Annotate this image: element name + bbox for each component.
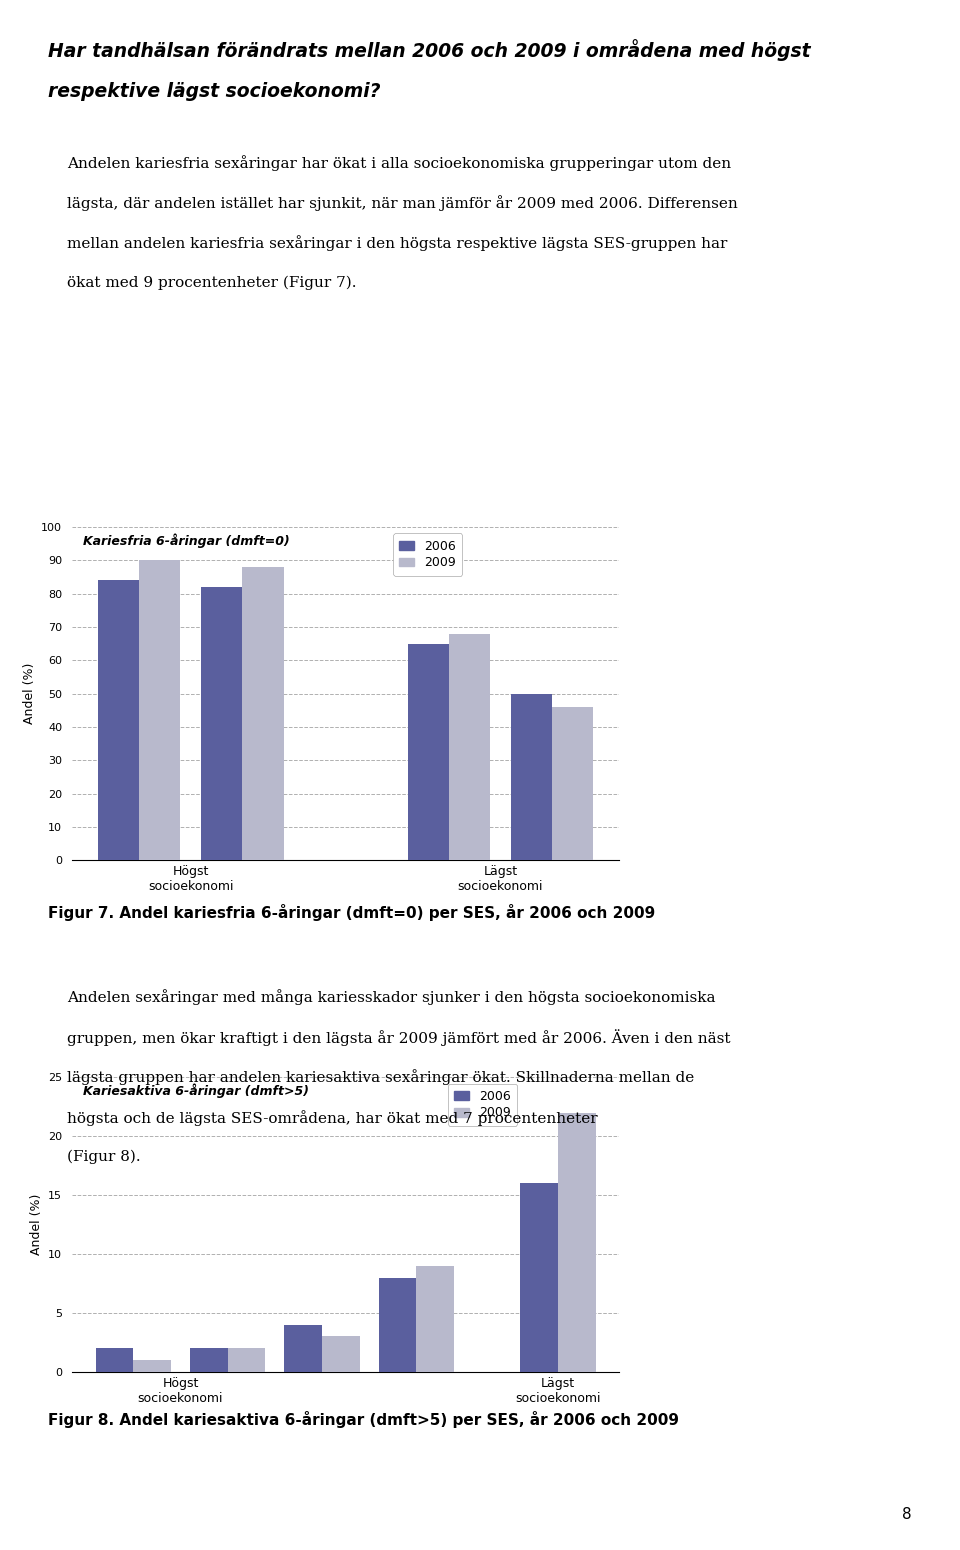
Bar — [242, 567, 283, 860]
Text: Andelen sexåringar med många kariesskador sjunker i den högsta socioekonomiska: Andelen sexåringar med många kariesskado… — [67, 989, 716, 1004]
Text: högsta och de lägsta SES-områdena, har ökat med 7 procentenheter: högsta och de lägsta SES-områdena, har ö… — [67, 1110, 598, 1125]
Bar — [408, 643, 449, 860]
Bar — [449, 634, 491, 860]
Y-axis label: Andel (%): Andel (%) — [30, 1194, 42, 1256]
Text: gruppen, men ökar kraftigt i den lägsta år 2009 jämfört med år 2006. Även i den : gruppen, men ökar kraftigt i den lägsta … — [67, 1029, 731, 1046]
Bar — [139, 561, 180, 860]
Legend: 2006, 2009: 2006, 2009 — [393, 533, 463, 575]
Text: ökat med 9 procentenheter (Figur 7).: ökat med 9 procentenheter (Figur 7). — [67, 276, 357, 290]
Bar — [133, 1359, 171, 1372]
Text: Kariesfria 6-åringar (dmft=0): Kariesfria 6-åringar (dmft=0) — [83, 533, 290, 549]
Text: respektive lägst socioekonomi?: respektive lägst socioekonomi? — [48, 82, 380, 101]
Bar — [417, 1266, 454, 1372]
Text: Har tandhälsan förändrats mellan 2006 och 2009 i områdena med högst: Har tandhälsan förändrats mellan 2006 oc… — [48, 39, 810, 60]
Text: lägsta, där andelen istället har sjunkit, när man jämför år 2009 med 2006. Diffe: lägsta, där andelen istället har sjunkit… — [67, 195, 738, 211]
Text: lägsta gruppen har andelen kariesaktiva sexåringar ökat. Skillnaderna mellan de: lägsta gruppen har andelen kariesaktiva … — [67, 1070, 694, 1085]
Text: 8: 8 — [902, 1507, 912, 1522]
Bar — [552, 707, 593, 860]
Bar — [520, 1183, 558, 1372]
Text: (Figur 8).: (Figur 8). — [67, 1150, 141, 1164]
Bar — [284, 1325, 322, 1372]
Bar — [190, 1348, 228, 1372]
Y-axis label: Andel (%): Andel (%) — [23, 663, 36, 724]
Text: Andelen kariesfria sexåringar har ökat i alla socioekonomiska grupperingar utom : Andelen kariesfria sexåringar har ökat i… — [67, 155, 732, 170]
Text: Figur 7. Andel kariesfria 6-åringar (dmft=0) per SES, år 2006 och 2009: Figur 7. Andel kariesfria 6-åringar (dmf… — [48, 904, 656, 921]
Legend: 2006, 2009: 2006, 2009 — [447, 1083, 517, 1125]
Text: Kariesaktiva 6-åringar (dmft>5): Kariesaktiva 6-åringar (dmft>5) — [83, 1083, 309, 1097]
Text: mellan andelen kariesfria sexåringar i den högsta respektive lägsta SES-gruppen : mellan andelen kariesfria sexåringar i d… — [67, 236, 728, 251]
Bar — [228, 1348, 265, 1372]
Bar — [96, 1348, 133, 1372]
Bar — [201, 587, 242, 860]
Bar — [558, 1113, 595, 1372]
Bar — [322, 1336, 360, 1372]
Bar — [511, 694, 552, 860]
Bar — [98, 580, 139, 860]
Text: Figur 8. Andel kariesaktiva 6-åringar (dmft>5) per SES, år 2006 och 2009: Figur 8. Andel kariesaktiva 6-åringar (d… — [48, 1410, 679, 1428]
Bar — [378, 1277, 417, 1372]
